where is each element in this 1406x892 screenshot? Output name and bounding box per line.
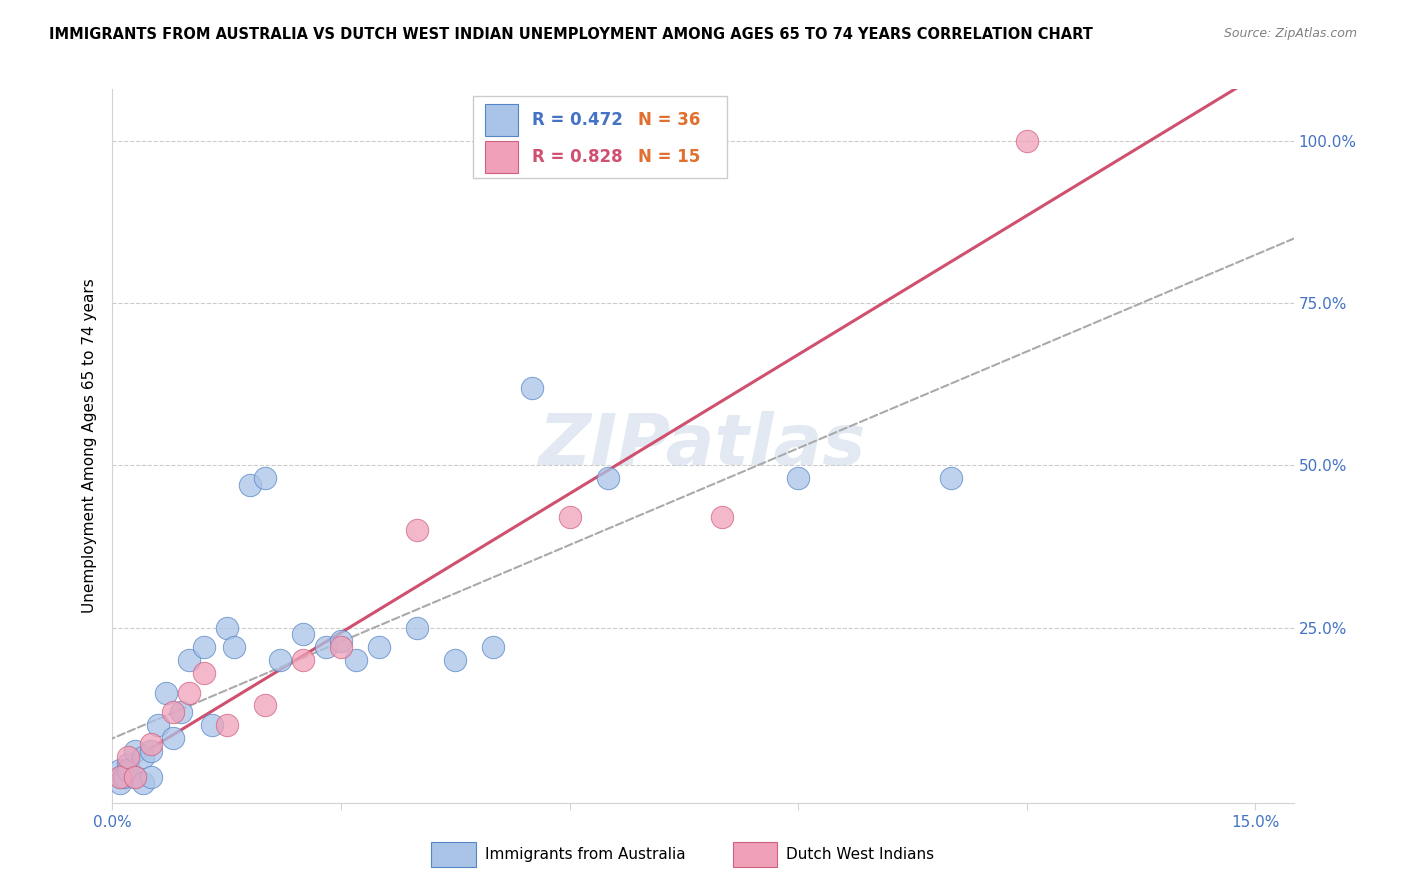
Point: [444, 653, 467, 667]
Point: [200, 718, 222, 732]
Point: [177, 685, 200, 699]
Point: [269, 653, 291, 667]
Point: [124, 770, 146, 784]
FancyBboxPatch shape: [432, 842, 477, 867]
Point: [139, 738, 162, 752]
Point: [108, 764, 131, 778]
Point: [291, 627, 314, 641]
Text: R = 0.828: R = 0.828: [531, 148, 623, 166]
Point: [596, 471, 619, 485]
Point: [330, 633, 353, 648]
Text: Source: ZipAtlas.com: Source: ZipAtlas.com: [1223, 27, 1357, 40]
Point: [108, 770, 131, 784]
Point: [170, 705, 193, 719]
Text: N = 36: N = 36: [638, 111, 700, 128]
Point: [139, 744, 162, 758]
Point: [520, 381, 543, 395]
Point: [558, 510, 581, 524]
Point: [711, 510, 734, 524]
Text: R = 0.472: R = 0.472: [531, 111, 623, 128]
Point: [132, 750, 155, 764]
Point: [124, 770, 146, 784]
Point: [108, 770, 131, 784]
Point: [148, 718, 170, 732]
Text: ZIPatlas: ZIPatlas: [540, 411, 866, 481]
Point: [155, 685, 177, 699]
Point: [132, 776, 155, 790]
Point: [1015, 134, 1038, 148]
Point: [368, 640, 391, 654]
Point: [215, 718, 238, 732]
Point: [344, 653, 367, 667]
Point: [482, 640, 505, 654]
Point: [124, 744, 146, 758]
Point: [162, 705, 184, 719]
Point: [117, 756, 139, 771]
Point: [406, 524, 429, 538]
Text: Immigrants from Australia: Immigrants from Australia: [485, 847, 685, 862]
Point: [239, 478, 262, 492]
FancyBboxPatch shape: [485, 104, 517, 136]
Point: [330, 640, 353, 654]
Point: [162, 731, 184, 745]
Point: [215, 621, 238, 635]
Point: [193, 666, 215, 681]
Point: [117, 764, 139, 778]
Point: [315, 640, 337, 654]
Point: [253, 698, 276, 713]
Point: [939, 471, 962, 485]
Text: IMMIGRANTS FROM AUSTRALIA VS DUTCH WEST INDIAN UNEMPLOYMENT AMONG AGES 65 TO 74 : IMMIGRANTS FROM AUSTRALIA VS DUTCH WEST …: [49, 27, 1092, 42]
Point: [108, 776, 131, 790]
Point: [193, 640, 215, 654]
FancyBboxPatch shape: [472, 96, 727, 178]
Point: [291, 653, 314, 667]
Text: Dutch West Indians: Dutch West Indians: [786, 847, 934, 862]
FancyBboxPatch shape: [485, 141, 517, 173]
Point: [139, 770, 162, 784]
Point: [253, 471, 276, 485]
Point: [224, 640, 246, 654]
Text: N = 15: N = 15: [638, 148, 700, 166]
Point: [112, 770, 135, 784]
FancyBboxPatch shape: [733, 842, 778, 867]
Point: [787, 471, 810, 485]
Y-axis label: Unemployment Among Ages 65 to 74 years: Unemployment Among Ages 65 to 74 years: [82, 278, 97, 614]
Point: [406, 621, 429, 635]
Point: [177, 653, 200, 667]
Point: [117, 750, 139, 764]
